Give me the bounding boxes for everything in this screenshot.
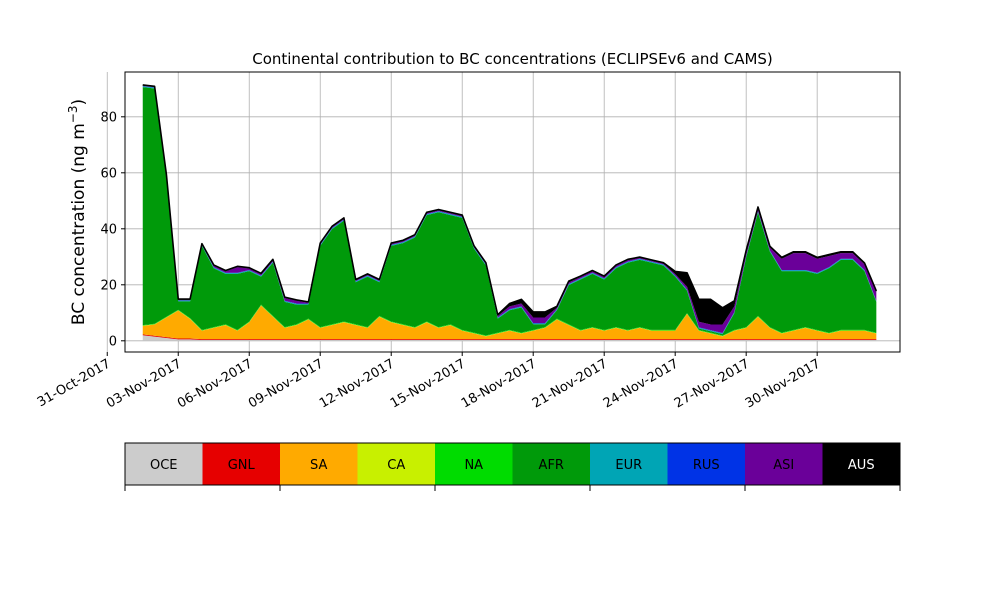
plot-frame <box>124 71 901 353</box>
stacked-areas <box>142 84 878 341</box>
legend-swatch-ca <box>357 443 435 485</box>
y-tick-label: 40 <box>100 222 117 237</box>
legend-label-asi: ASI <box>773 458 794 473</box>
legend-swatch-na <box>435 443 513 485</box>
legend-label-aus: AUS <box>848 458 875 473</box>
y-axis: 0 20 40 60 80 <box>100 110 125 349</box>
legend-swatch-afr <box>512 443 590 485</box>
chart-title: Continental contribution to BC concentra… <box>252 50 773 68</box>
legend-swatch-asi <box>745 443 823 485</box>
y-axis-label: BC concentration (ng m−3) <box>66 99 89 325</box>
legend-label-ca: CA <box>387 458 405 473</box>
y-tick-label: 80 <box>100 110 117 125</box>
legend-label-rus: RUS <box>693 458 720 473</box>
y-tick-label: 0 <box>109 334 117 349</box>
legend-frame <box>124 442 901 486</box>
area-gnl <box>142 334 877 340</box>
area-afr <box>142 87 877 336</box>
legend-label-na: NA <box>464 458 483 473</box>
legend-swatch-rus <box>667 443 745 485</box>
area-sa <box>142 305 877 340</box>
legend-swatch-oce <box>125 443 203 485</box>
legend-swatch-aus <box>822 443 900 485</box>
y-tick-label: 20 <box>100 278 117 293</box>
legend-label-afr: AFR <box>539 458 564 473</box>
legend-swatch-gnl <box>202 443 280 485</box>
legend-label-gnl: GNL <box>228 458 256 473</box>
legend-label-eur: EUR <box>615 458 642 473</box>
y-tick-label: 60 <box>100 166 117 181</box>
legend-label-sa: SA <box>310 458 327 473</box>
legend-label-oce: OCE <box>150 458 178 473</box>
colorbar-legend: OCE GNL SA CA NA AFR EUR RUS ASI AUS <box>124 442 901 491</box>
total-outline <box>142 84 878 316</box>
legend-swatch-eur <box>590 443 668 485</box>
legend-swatch-sa <box>280 443 358 485</box>
area-oce <box>142 335 877 341</box>
